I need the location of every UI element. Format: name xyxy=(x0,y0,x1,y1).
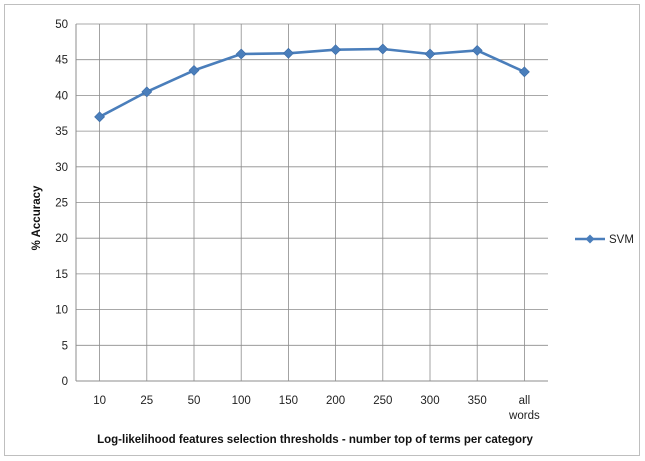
x-axis-title: Log-likelihood features selection thresh… xyxy=(97,434,533,446)
data-point xyxy=(282,47,294,59)
y-tick-label: 50 xyxy=(55,19,68,31)
x-axis-tick-labels: 10 25 50 100 150 200 250 300 350 all words xyxy=(93,395,540,422)
data-point xyxy=(471,44,483,56)
data-point xyxy=(188,64,200,76)
chart-frame xyxy=(4,4,640,456)
y-tick-label: 10 xyxy=(55,305,68,317)
x-tick-label: all words xyxy=(508,395,540,422)
y-tick-label: 30 xyxy=(55,162,68,174)
x-tick-label: 50 xyxy=(188,395,201,407)
x-tick-label: 200 xyxy=(326,395,345,407)
series-line-svm xyxy=(98,47,525,118)
x-tick-label: 350 xyxy=(468,395,487,407)
legend-marker xyxy=(585,234,595,244)
y-tick-label: 5 xyxy=(62,340,68,352)
legend: SVM xyxy=(575,234,634,246)
x-tick-label: 150 xyxy=(279,395,298,407)
x-tick-label: 100 xyxy=(232,395,251,407)
legend-label: SVM xyxy=(609,234,634,246)
y-tick-label: 45 xyxy=(55,55,68,67)
y-axis-tick-labels: 0 5 10 15 20 25 30 35 40 45 50 xyxy=(55,19,68,388)
data-point xyxy=(424,48,436,60)
x-tick-label: 10 xyxy=(93,395,106,407)
y-tick-label: 25 xyxy=(55,198,68,210)
x-tick-label: 250 xyxy=(373,395,392,407)
y-tick-label: 35 xyxy=(55,126,68,138)
y-tick-label: 15 xyxy=(55,269,68,281)
data-point xyxy=(141,86,153,98)
x-tick-label: 25 xyxy=(140,395,153,407)
data-point xyxy=(94,111,106,123)
y-axis-title: % Accuracy xyxy=(31,185,43,250)
y-tick-label: 40 xyxy=(55,90,68,102)
series-group xyxy=(94,43,530,123)
x-tick-label: 300 xyxy=(420,395,439,407)
data-point xyxy=(235,48,247,60)
data-point xyxy=(377,43,389,55)
data-point xyxy=(330,44,342,56)
y-tick-label: 20 xyxy=(55,233,68,245)
y-tick-label: 0 xyxy=(62,376,68,388)
data-point xyxy=(518,66,530,78)
vertical-gridlines xyxy=(99,24,525,381)
